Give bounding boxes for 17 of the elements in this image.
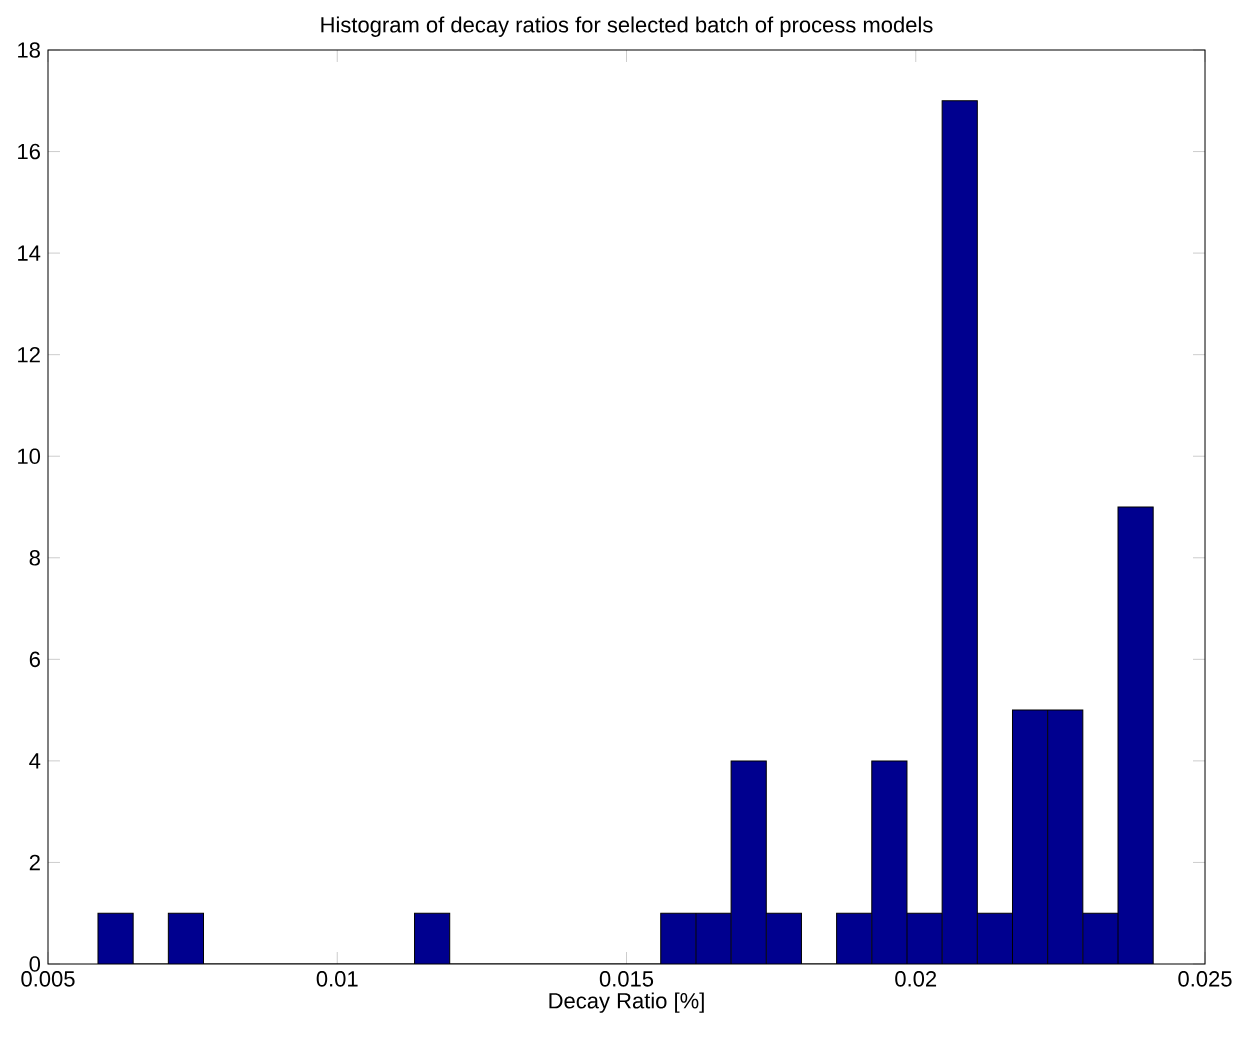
y-tick-label: 14 xyxy=(18,245,41,261)
y-tick-label: 0 xyxy=(29,956,41,972)
x-tick-label: 0.01 xyxy=(316,971,358,987)
y-tick-label: 18 xyxy=(18,42,40,58)
y-tick-label: 12 xyxy=(18,347,40,363)
y-tick-label: 8 xyxy=(29,550,40,566)
y-tick-label: 6 xyxy=(29,651,40,668)
x-tick-label: 0.005 xyxy=(21,971,75,987)
x-tick-label: 0.02 xyxy=(895,971,937,987)
x-tick-label: 0.015 xyxy=(599,971,654,987)
y-tick-label: 2 xyxy=(29,854,40,871)
y-tick-label: 16 xyxy=(18,143,40,160)
x-tick-label: 0.025 xyxy=(1178,971,1232,987)
y-tick-label: 10 xyxy=(18,448,41,465)
y-tick-label: 4 xyxy=(29,753,41,769)
chart-title: Histogram of decay ratios for selected batch of process models xyxy=(321,16,933,37)
x-axis-title: Decay Ratio [%] xyxy=(549,992,704,1013)
